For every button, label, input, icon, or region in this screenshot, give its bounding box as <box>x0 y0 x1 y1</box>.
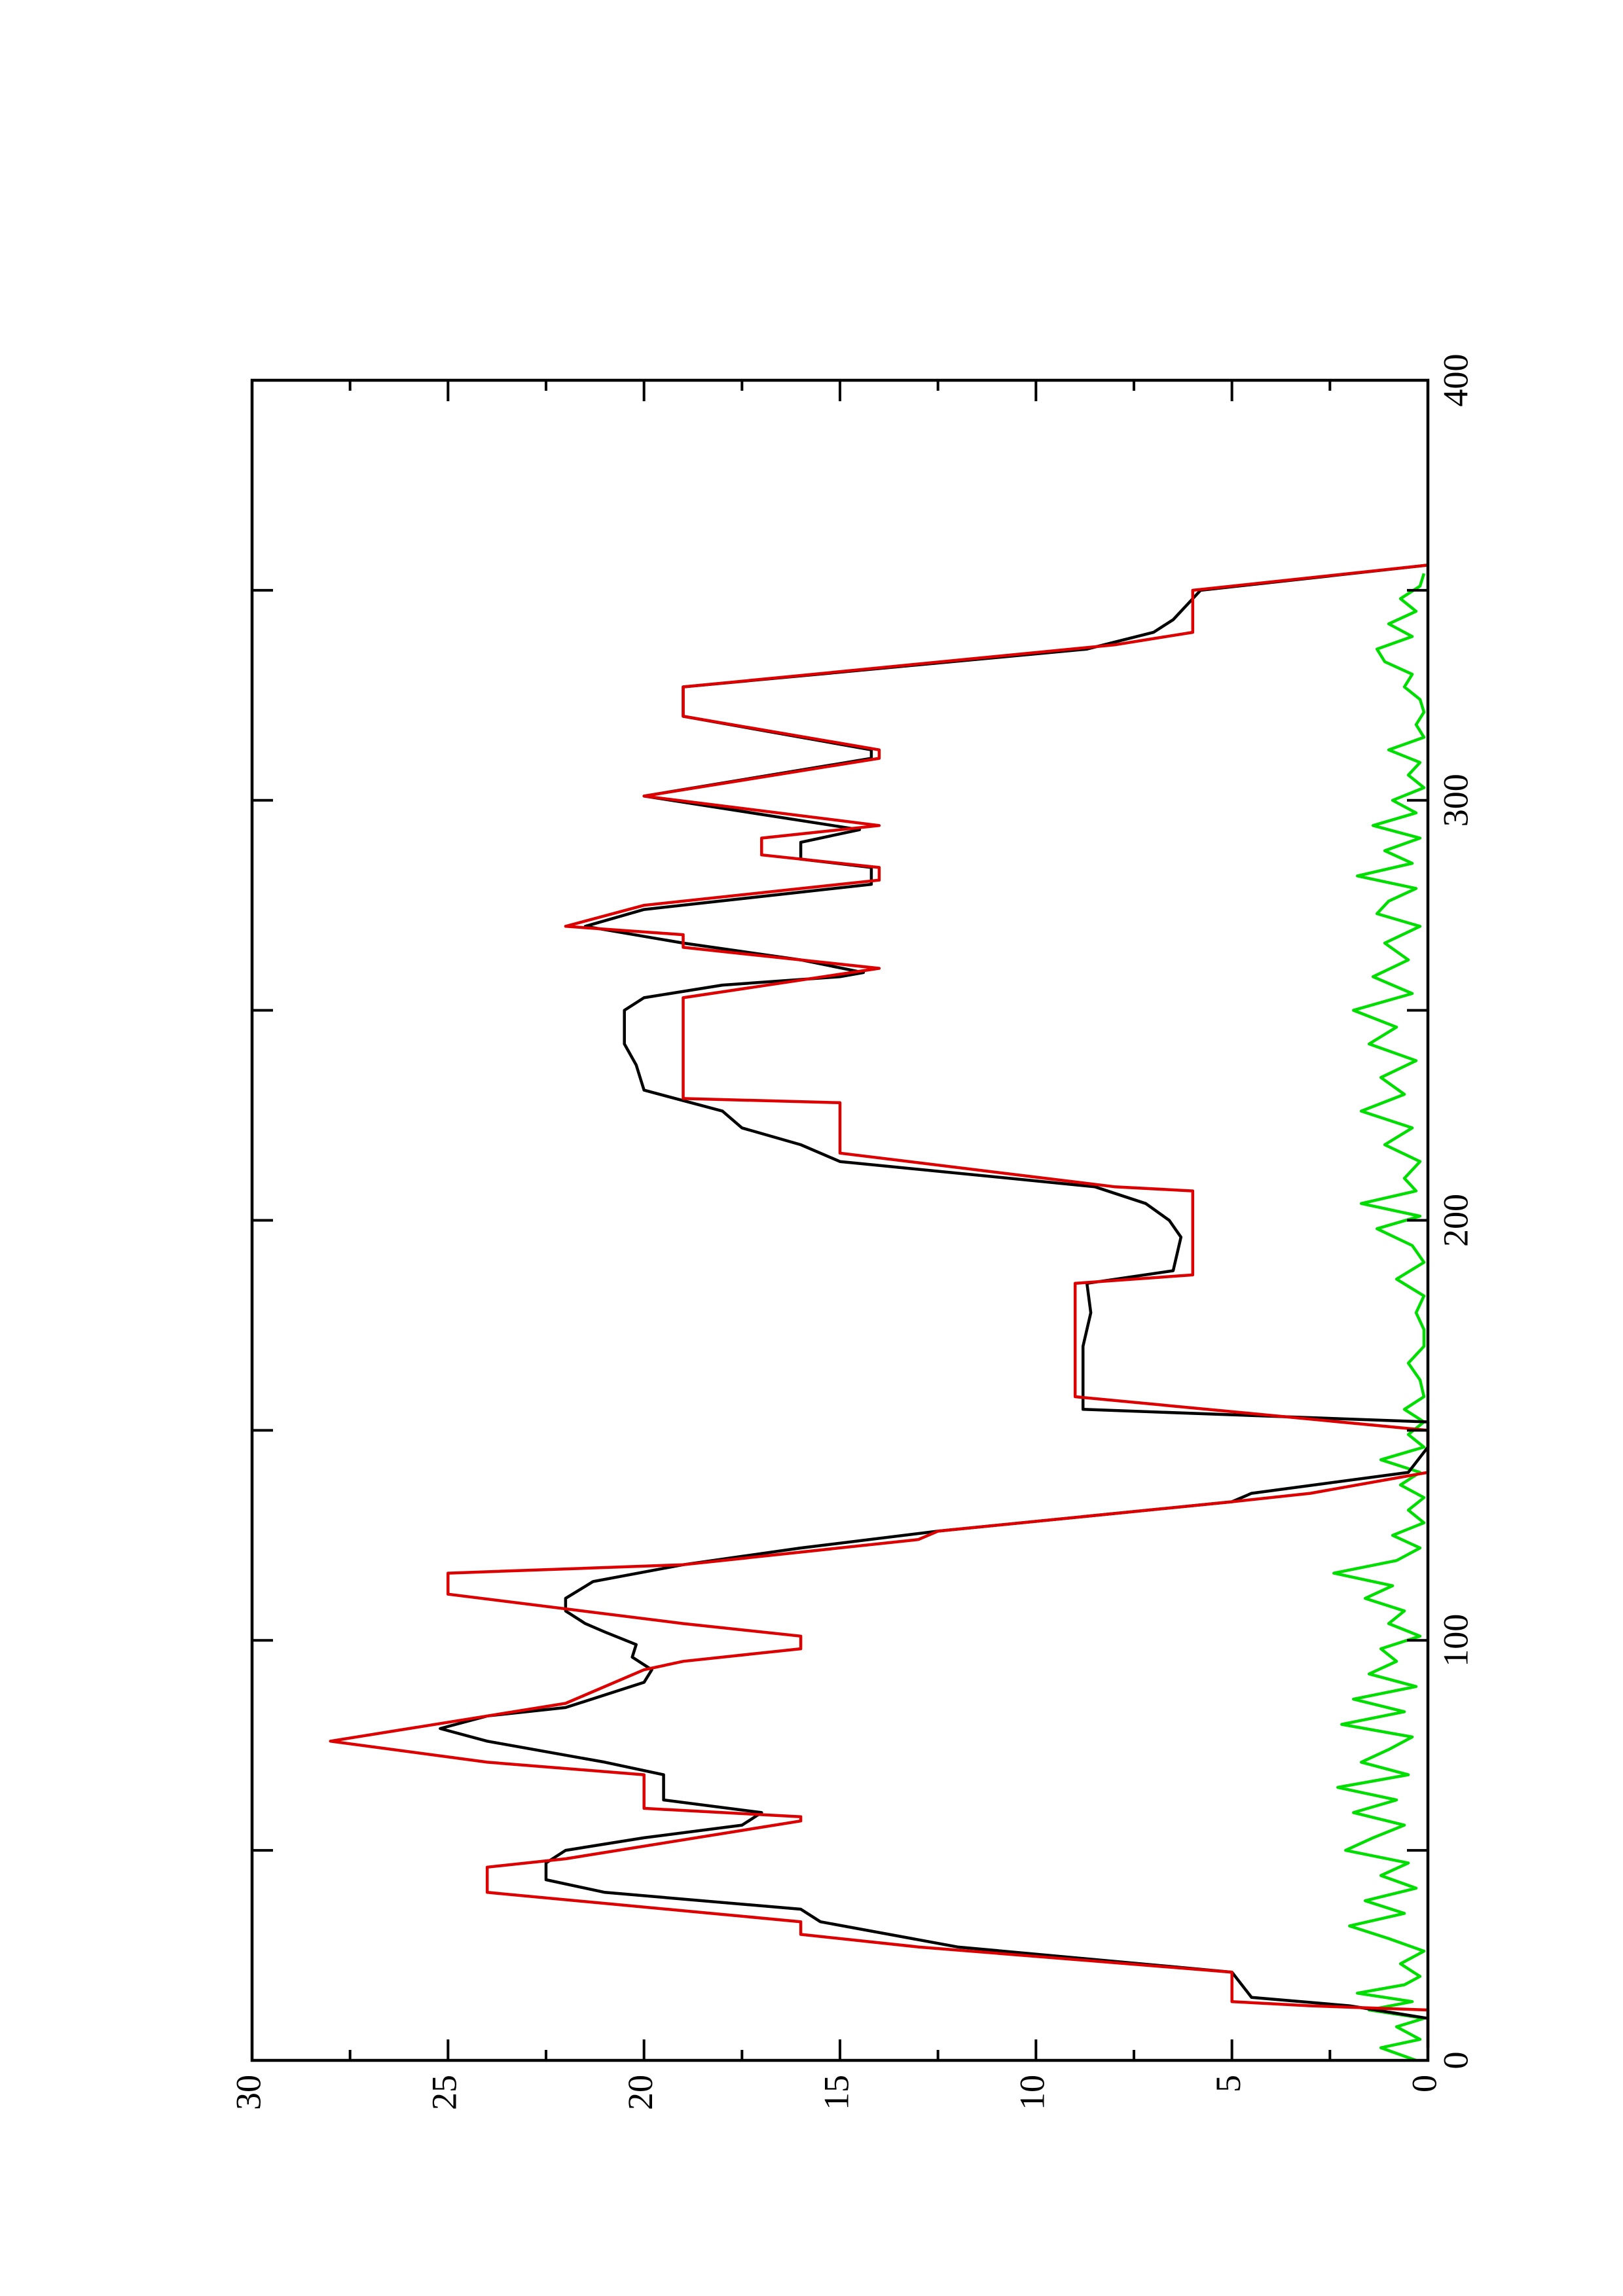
x-tick-label: 0 <box>1436 2052 1475 2070</box>
y-tick-label: 25 <box>425 2075 464 2110</box>
series-line <box>1332 573 1426 2062</box>
y-tick-label: 10 <box>1013 2075 1052 2110</box>
y-tick-label: 30 <box>228 2075 268 2110</box>
series-line <box>329 564 1430 2048</box>
y-tick-label: 15 <box>816 2075 856 2110</box>
series-line <box>439 564 1430 2020</box>
x-tick-label: 200 <box>1436 1194 1475 1247</box>
plot-frame <box>250 378 1430 2062</box>
x-tick-label: 300 <box>1436 774 1475 827</box>
y-tick-label: 5 <box>1209 2075 1248 2092</box>
x-tick-label: 100 <box>1436 1614 1475 1667</box>
x-tick-label: 400 <box>1436 354 1475 407</box>
y-tick-label: 0 <box>1404 2075 1444 2092</box>
y-tick-label: 20 <box>621 2075 660 2110</box>
